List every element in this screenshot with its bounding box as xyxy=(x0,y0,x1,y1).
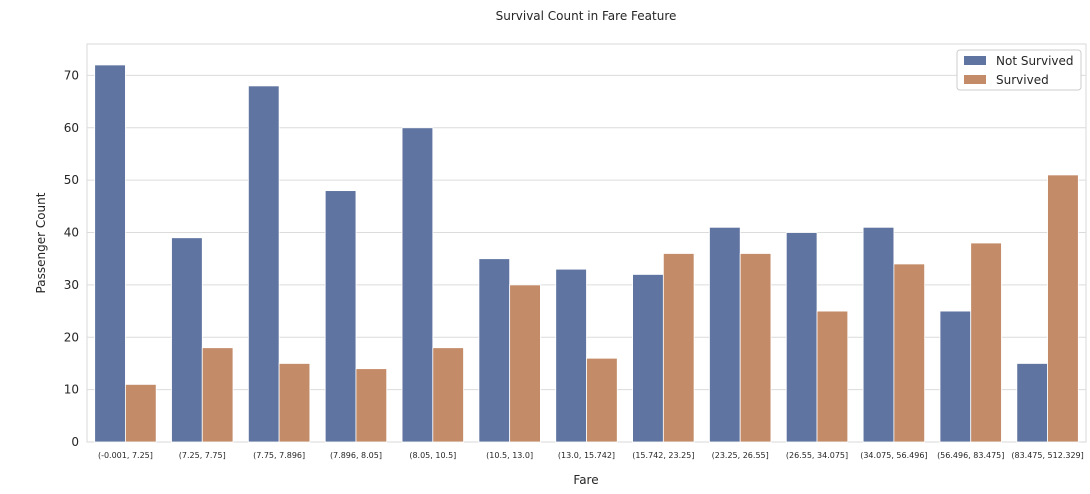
y-tick-label: 30 xyxy=(64,278,79,292)
legend-box xyxy=(956,49,1082,91)
x-tick-label: (7.896, 8.05] xyxy=(330,451,382,460)
legend-label-survived: Survived xyxy=(996,73,1049,87)
x-tick-label: (8.05, 10.5] xyxy=(409,451,456,460)
x-axis-label: Fare xyxy=(573,473,598,487)
y-axis-label: Passenger Count xyxy=(34,192,48,293)
x-tick-labels: (-0.001, 7.25] (7.25, 7.75] (7.75, 7.896] (… xyxy=(98,451,1084,460)
x-tick-label: (26.55, 34.075] xyxy=(786,451,848,460)
bar-not-survived xyxy=(401,127,434,443)
bar-survived xyxy=(970,242,1002,443)
bar-survived xyxy=(125,383,157,443)
y-tick-label: 70 xyxy=(64,68,79,82)
y-tick-label: 40 xyxy=(64,226,79,240)
x-tick-label: (7.25, 7.75] xyxy=(179,451,226,460)
bar-not-survived xyxy=(171,237,203,443)
bar-survived xyxy=(1047,174,1079,443)
y-tick-label: 10 xyxy=(64,383,79,397)
y-tick-label: 20 xyxy=(64,330,79,344)
bar-survived xyxy=(509,284,541,443)
bar-not-survived xyxy=(324,190,357,443)
bar-survived xyxy=(893,263,926,443)
bar-survived xyxy=(278,363,311,443)
x-tick-label: (10.5, 13.0] xyxy=(486,451,533,460)
bar-not-survived xyxy=(632,274,664,443)
y-tick-label: 0 xyxy=(71,435,79,449)
x-tick-label: (15.742, 23.25] xyxy=(632,451,694,460)
legend-swatch-survived xyxy=(964,75,986,84)
chart-title: Survival Count in Fare Feature xyxy=(496,9,677,23)
x-tick-label: (34.075, 56.496] xyxy=(860,451,927,460)
bar-survived xyxy=(201,347,234,443)
x-tick-label: (13.0, 15.742] xyxy=(558,451,615,460)
bar-survived xyxy=(662,253,695,443)
bar-survived xyxy=(816,310,849,443)
legend-swatch-not-survived xyxy=(964,56,986,65)
y-tick-labels: 0 10 20 30 40 50 60 70 xyxy=(64,68,79,449)
y-tick-label: 60 xyxy=(64,121,79,135)
x-tick-label: (56.496, 83.475] xyxy=(937,451,1004,460)
bar-survived xyxy=(586,357,618,443)
bar-not-survived xyxy=(1016,363,1048,443)
legend: Not Survived Survived xyxy=(956,49,1082,91)
legend-label-not-survived: Not Survived xyxy=(996,54,1074,68)
bar-survived xyxy=(739,253,772,443)
bar-survived xyxy=(355,368,388,443)
bar-not-survived xyxy=(555,268,587,443)
bar-not-survived xyxy=(94,64,126,443)
bar-not-survived xyxy=(939,310,972,443)
x-tick-label: (83.475, 512.329] xyxy=(1011,451,1083,460)
bar-not-survived xyxy=(478,258,511,443)
x-tick-label: (7.75, 7.896] xyxy=(253,451,305,460)
bar-not-survived xyxy=(247,85,280,443)
y-tick-label: 50 xyxy=(64,173,79,187)
bars xyxy=(94,64,1079,443)
x-tick-label: (23.25, 26.55] xyxy=(712,451,769,460)
bar-not-survived xyxy=(862,226,895,443)
x-tick-label: (-0.001, 7.25] xyxy=(98,451,153,460)
bar-survived xyxy=(432,347,464,443)
bar-not-survived xyxy=(709,226,741,443)
bar-not-survived xyxy=(785,232,818,443)
